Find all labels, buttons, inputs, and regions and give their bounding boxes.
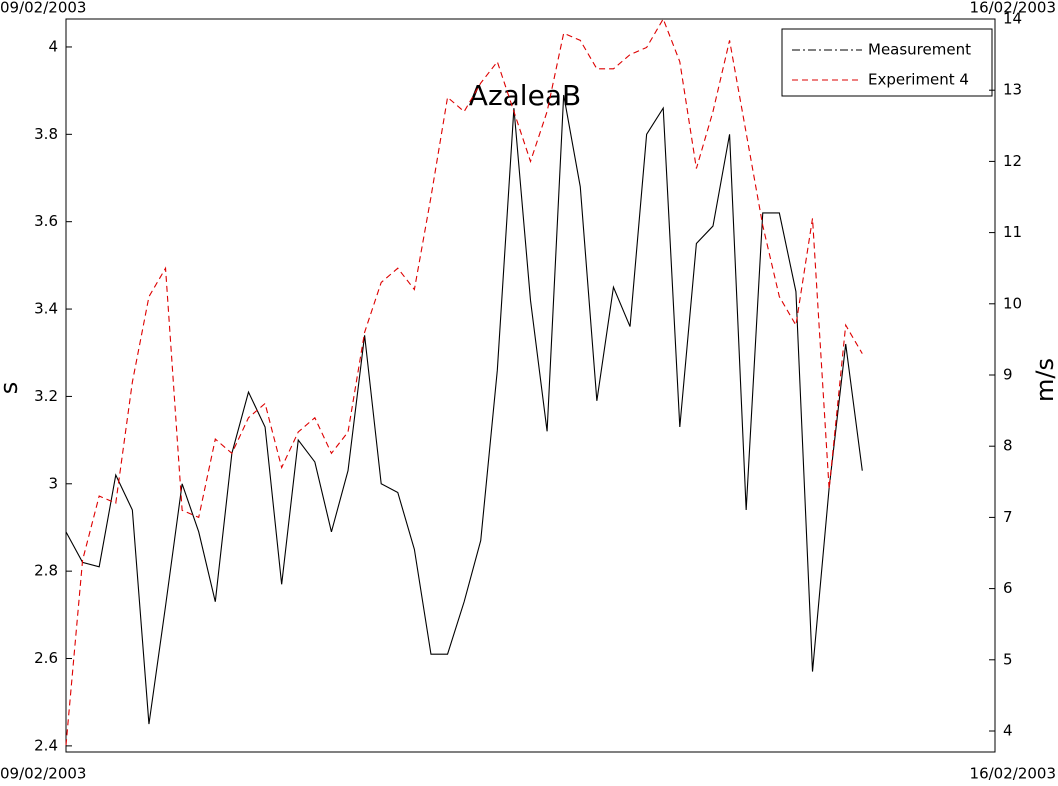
y-axis-label: s	[0, 382, 23, 395]
y2-tick-label: 13	[1003, 81, 1022, 99]
y2-tick-label: 10	[1003, 294, 1022, 312]
legend-label: Measurement	[868, 41, 971, 59]
x-tick-label: 09/02/2003	[0, 0, 86, 17]
y2-tick-label: 4	[1003, 721, 1013, 739]
y-tick-label: 2.8	[34, 562, 58, 580]
y2-tick-label: 14	[1003, 10, 1022, 28]
y2-tick-label: 12	[1003, 152, 1022, 170]
legend-label: Experiment 4	[868, 71, 969, 89]
y-tick-label: 3.2	[34, 387, 58, 405]
y-tick-label: 3.6	[34, 212, 58, 230]
y-tick-label: 3.8	[34, 125, 58, 143]
x-tick-label: 16/02/2003	[970, 765, 1056, 783]
x-tick-label: 16/02/2003	[970, 0, 1056, 17]
legend	[781, 28, 993, 97]
series-line	[65, 17, 863, 746]
y-tick-label: 3	[48, 474, 58, 492]
y2-axis-label: m/s	[1031, 358, 1058, 402]
x-tick-label: 09/02/2003	[0, 765, 86, 783]
y-tick-label: 2.4	[34, 736, 58, 754]
plot-frame	[65, 18, 996, 753]
y-tick-label: 2.6	[34, 649, 58, 667]
legend-box	[781, 28, 993, 97]
y-tick-label: 3.4	[34, 300, 58, 318]
y2-tick-label: 7	[1003, 508, 1013, 526]
chart-title: AzaleaB	[469, 79, 581, 112]
y2-tick-label: 6	[1003, 579, 1013, 597]
y2-tick-label: 8	[1003, 437, 1013, 455]
y2-tick-label: 9	[1003, 365, 1013, 383]
y-tick-label: 4	[48, 37, 58, 55]
y2-tick-label: 5	[1003, 650, 1013, 668]
y2-tick-label: 11	[1003, 223, 1022, 241]
series-line	[65, 94, 863, 725]
